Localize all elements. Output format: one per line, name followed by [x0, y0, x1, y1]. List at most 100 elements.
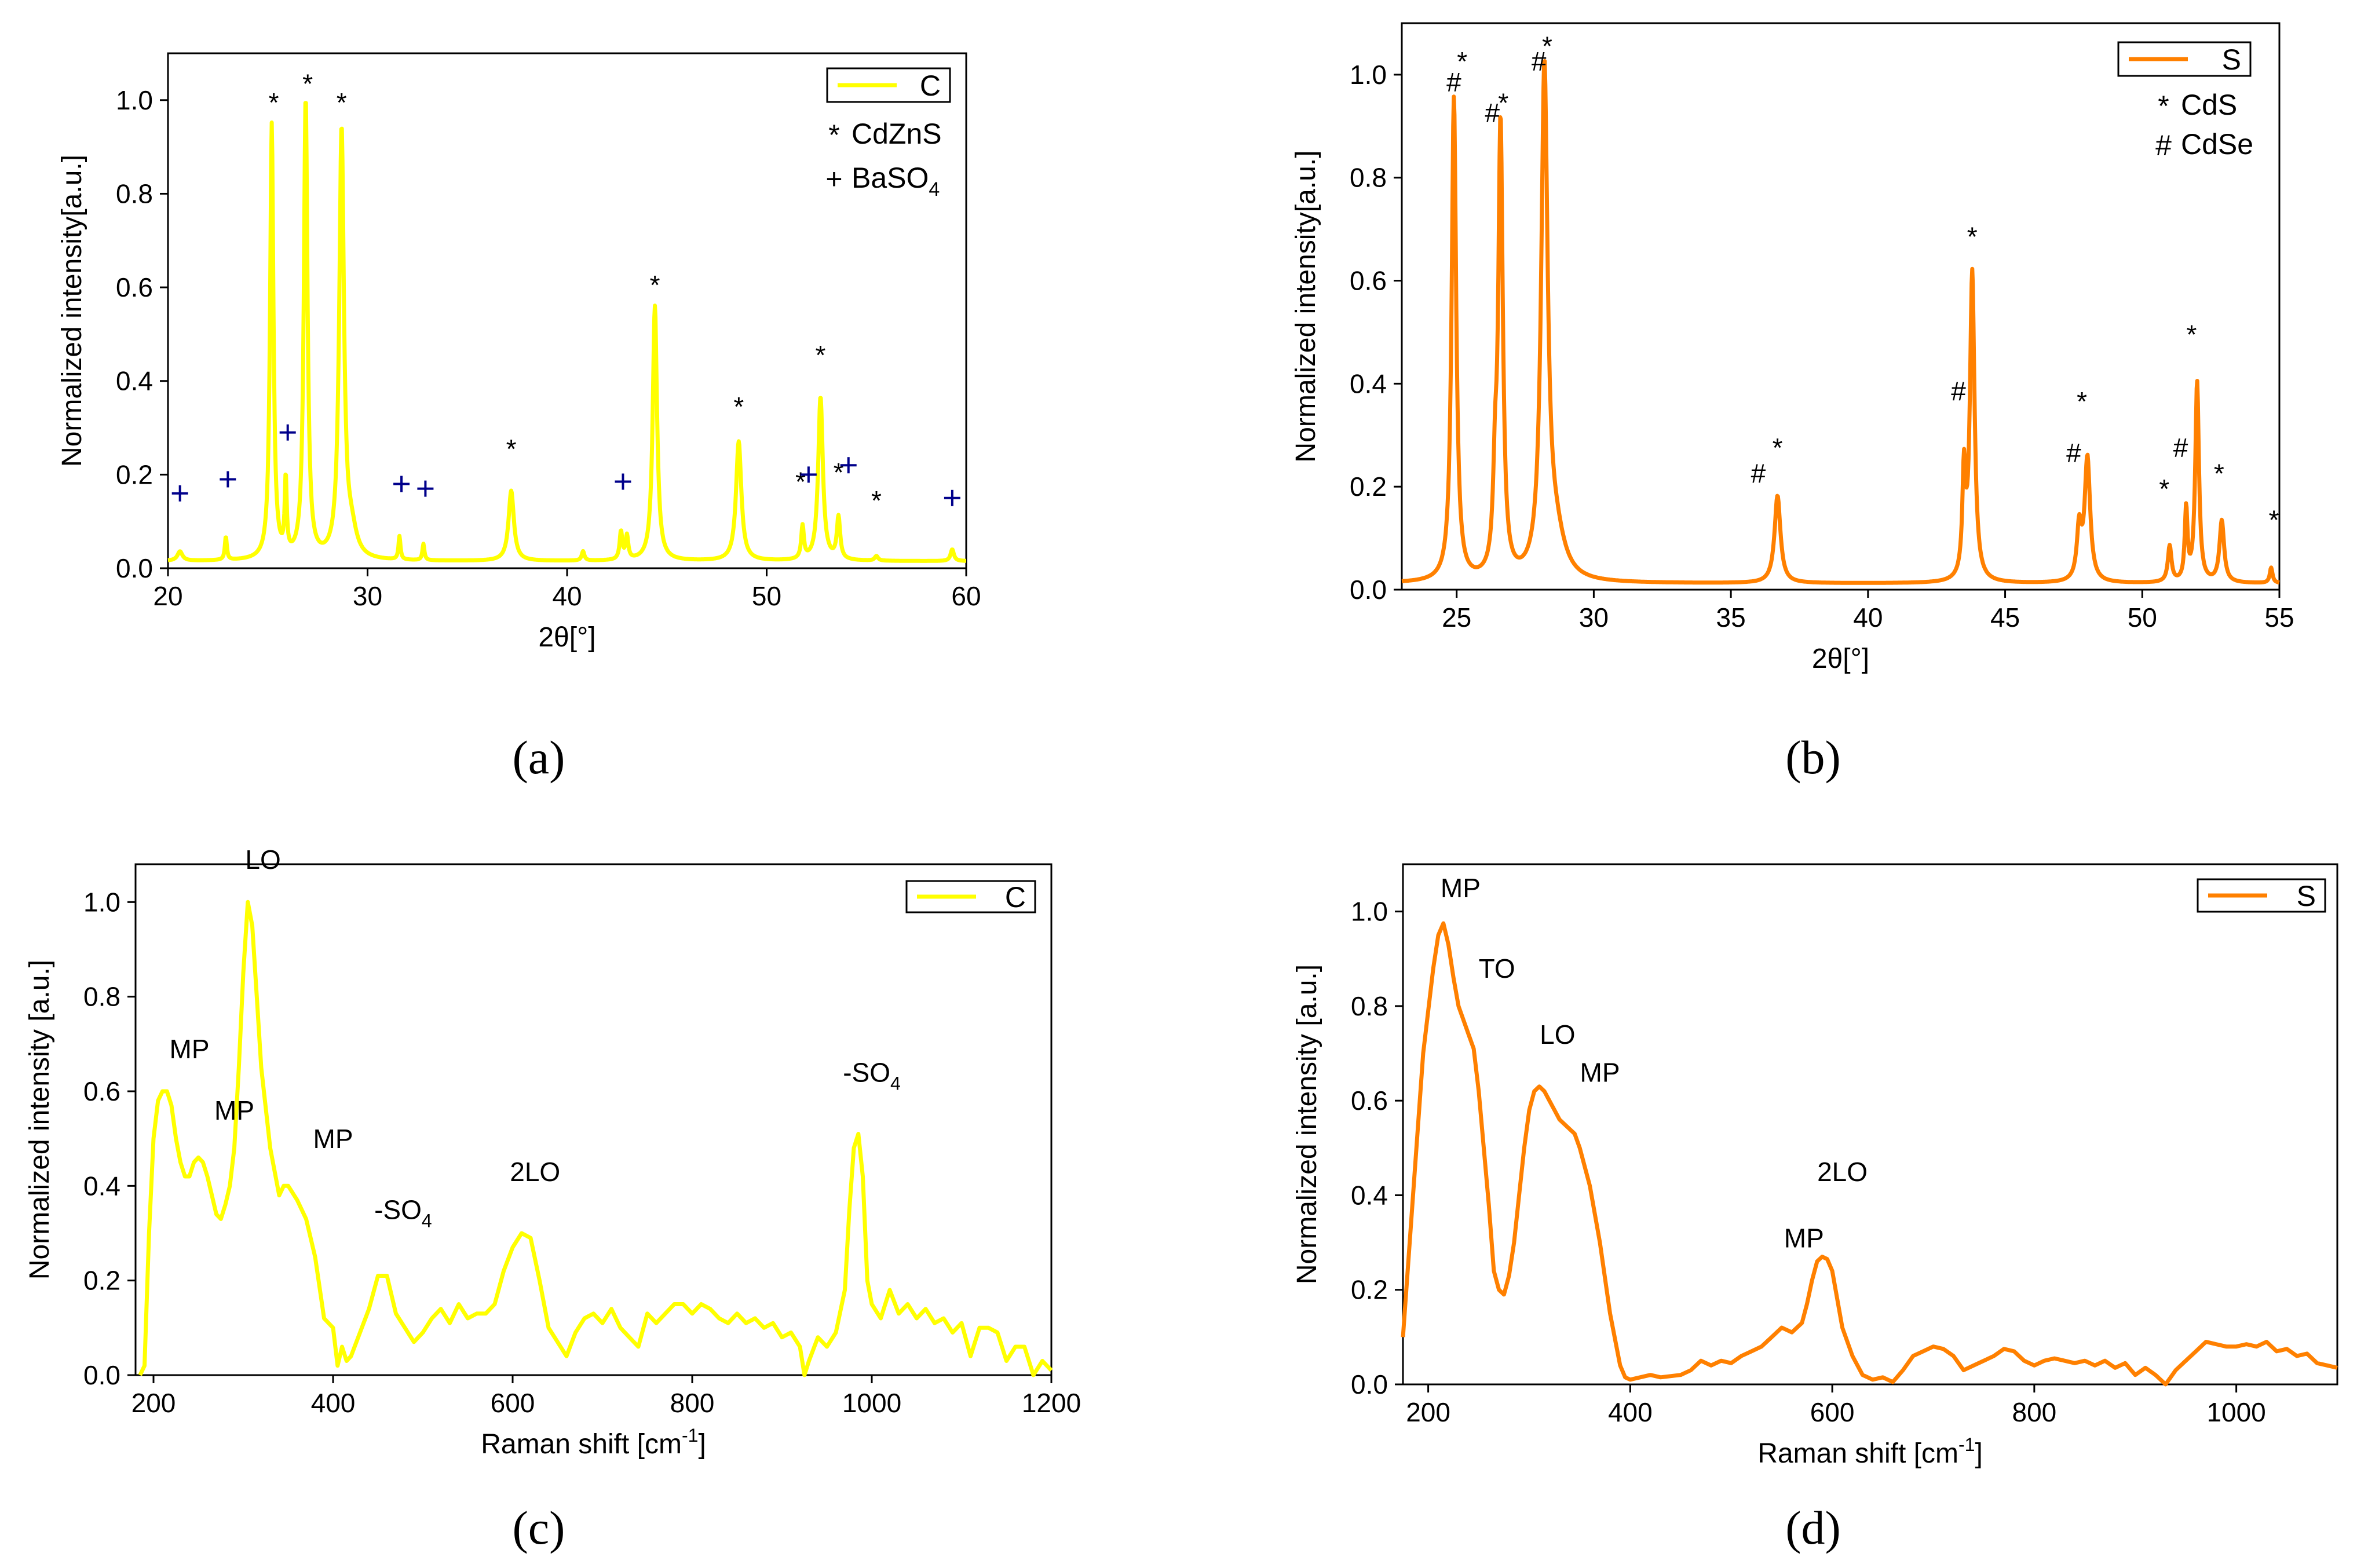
x-tick-label: 50: [2128, 602, 2157, 633]
y-tick-label: 0.6: [1351, 1085, 1388, 1116]
y-tick-label: 0.6: [1350, 266, 1387, 296]
peak-annotation: MP: [1580, 1058, 1620, 1088]
x-axis-title: Raman shift [cm-1]: [1757, 1434, 1983, 1469]
x-tick-label: 40: [1853, 602, 1883, 633]
peak-annotation: TO: [1479, 953, 1515, 984]
peak-annotation: *: [2269, 505, 2279, 535]
x-tick-label: 40: [552, 581, 582, 611]
key-label-sub: 4: [929, 178, 940, 200]
panel-b: 25 30 35 40 45 50 55 0.0 0.2 0.4 0.6 0.8 1.0 2θ[°] Nor…: [1291, 22, 2294, 674]
peak-annotation: -SO4: [374, 1195, 432, 1231]
peak-annotation: #: [1485, 98, 1500, 128]
x-axis-title-end: ]: [698, 1429, 706, 1460]
peak-annotation: MP: [170, 1034, 210, 1064]
y-tick-label: 0.0: [1351, 1369, 1388, 1399]
series-line-S: [1400, 59, 2281, 585]
peak-annotation: *: [1773, 433, 1783, 463]
x-tick-label: 600: [491, 1388, 535, 1418]
caption-a: (a): [512, 731, 565, 784]
peak-annotation: *: [733, 392, 744, 422]
baso4-marker: [800, 466, 817, 483]
peak-annotation: #: [1446, 67, 1461, 97]
peak-annotation: *: [1498, 87, 1508, 118]
x-axis-title-end: ]: [1975, 1438, 1982, 1469]
panel-a: 20 30 40 50 60 0.0 0.2 0.4 0.6 0.8 1.0 2θ[°] Normali…: [57, 52, 981, 653]
y-tick-label: 0.0: [83, 1360, 120, 1390]
caption-c: (c): [512, 1501, 565, 1554]
panel-c: 200 400 600 800 1000 1200 0.0 0.2 0.4 0.6 0.8 1.0 Ra…: [24, 845, 1081, 1460]
plot-frame: [134, 863, 1053, 1376]
y-tick-label: 1.0: [1350, 60, 1387, 90]
x-tick-label: 20: [153, 581, 182, 611]
y-tick-label: 1.0: [1351, 897, 1388, 927]
annotation-sub: 4: [890, 1073, 901, 1094]
legend-label: S: [2222, 43, 2241, 76]
x-axis-title: 2θ[°]: [538, 622, 595, 653]
peak-annotation: *: [834, 457, 844, 487]
x-tick-label: 1000: [2206, 1397, 2265, 1427]
x-tick-label: 400: [1608, 1397, 1653, 1427]
series-line-S: [1401, 921, 2338, 1387]
baso4-marker: [944, 489, 960, 506]
x-axis-title-sup: -1: [682, 1425, 698, 1446]
peak-annotation: *: [1457, 46, 1467, 76]
series-line-C: [166, 101, 968, 563]
peak-annotation: 2LO: [510, 1157, 560, 1187]
x-tick-label: 800: [2012, 1397, 2056, 1427]
legend-label: C: [920, 70, 941, 102]
baso4-marker: [615, 473, 631, 490]
peak-annotation: *: [1967, 222, 1978, 252]
baso4-marker: [393, 476, 410, 492]
x-tick-label: 200: [1406, 1397, 1450, 1427]
peak-annotation: -SO4: [843, 1058, 901, 1094]
plot-frame: [1402, 863, 2338, 1386]
x-tick-label: 55: [2264, 602, 2294, 633]
y-tick-label: 0.0: [116, 553, 153, 583]
x-tick-label: 1000: [842, 1388, 901, 1418]
x-tick-label: 800: [670, 1388, 715, 1418]
caption-b: (b): [1785, 731, 1841, 784]
key-symbol: #: [2155, 129, 2172, 162]
baso4-marker: [171, 485, 188, 502]
y-tick-label: 0.4: [83, 1171, 120, 1201]
peak-annotation: #: [1751, 459, 1766, 489]
y-axis-title: Normalized intensity[a.u.]: [57, 155, 87, 467]
peak-annotation: #: [2173, 433, 2188, 463]
peak-annotation: #: [1951, 376, 1966, 406]
x-axis-title: Raman shift [cm-1]: [481, 1425, 706, 1460]
y-tick-label: 0.8: [83, 982, 120, 1012]
key-symbol: *: [828, 119, 839, 151]
baso4-marker: [279, 424, 296, 441]
key-symbol: *: [2158, 90, 2169, 122]
peak-annotation: *: [337, 87, 347, 118]
peak-annotation: *: [650, 270, 660, 300]
key-symbol: +: [825, 163, 842, 195]
legend-label: C: [1005, 881, 1026, 913]
x-tick-label: 45: [1990, 602, 2020, 633]
x-axis-title-sup: -1: [1958, 1434, 1975, 1455]
y-tick-label: 0.2: [83, 1266, 120, 1296]
peak-annotation: *: [816, 340, 826, 370]
peak-annotation: *: [269, 87, 279, 118]
peak-annotation: *: [2077, 386, 2087, 416]
x-tick-label: 30: [353, 581, 382, 611]
y-tick-label: 0.2: [1351, 1275, 1388, 1305]
peak-annotation: MP: [1441, 873, 1481, 903]
y-tick-label: 0.4: [116, 366, 153, 396]
key-label: BaSO4: [852, 162, 940, 200]
caption-d: (d): [1785, 1501, 1841, 1554]
peak-annotation: 2LO: [1817, 1157, 1868, 1187]
peak-annotation: LO: [245, 845, 280, 875]
y-tick-label: 0.8: [1351, 991, 1388, 1021]
x-axis-title: 2θ[°]: [1812, 644, 1869, 674]
peak-annotation: MP: [313, 1124, 353, 1154]
baso4-marker: [840, 457, 857, 474]
peak-annotation: *: [302, 68, 313, 98]
y-tick-label: 1.0: [83, 887, 120, 917]
series-line-C: [138, 900, 1053, 1377]
panel-d: 200 400 600 800 1000 0.0 0.2 0.4 0.6 0.8 1.0 Raman …: [1292, 863, 2338, 1469]
key-label: CdS: [2181, 89, 2237, 121]
peak-annotation: *: [795, 466, 806, 496]
x-tick-label: 1200: [1022, 1388, 1081, 1418]
